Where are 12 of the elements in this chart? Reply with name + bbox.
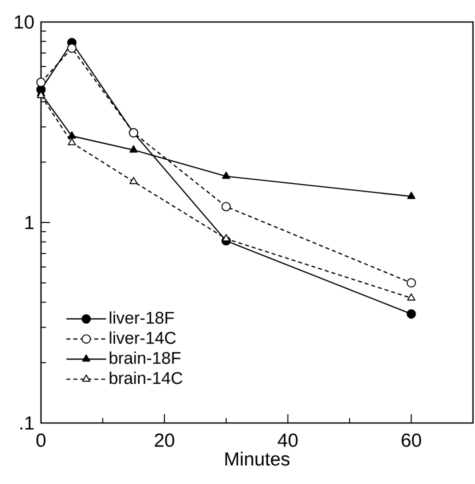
- x-tick-label: 60: [402, 433, 422, 447]
- legend-label: brain-18F: [110, 352, 180, 364]
- legend-label: liver-18F: [110, 311, 174, 324]
- x-axis-title: Minutes: [225, 452, 290, 466]
- y-tick-label: 10: [14, 15, 34, 29]
- x-tick-label: 0: [36, 433, 46, 447]
- legend-label: brain-14C: [110, 372, 182, 384]
- y-tick-label: 1: [25, 216, 34, 230]
- legend-label: liver-14C: [110, 331, 176, 344]
- y-tick-label: .1: [20, 416, 34, 430]
- x-tick-label: 20: [154, 433, 174, 447]
- x-tick-label: 40: [278, 433, 298, 447]
